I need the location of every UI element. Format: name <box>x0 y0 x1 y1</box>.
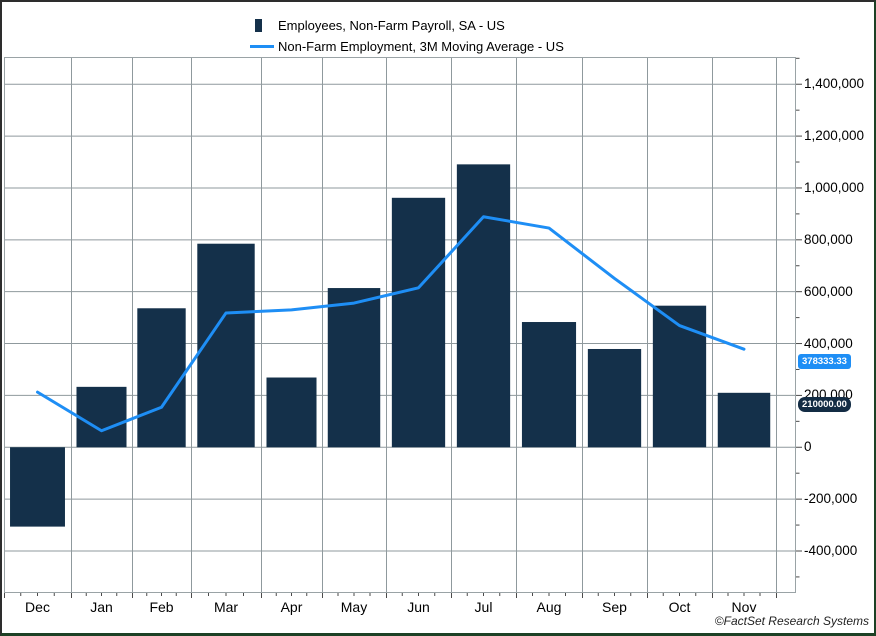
y-axis-label: 1,000,000 <box>804 179 865 195</box>
bar-oct <box>652 305 707 448</box>
chart-canvas <box>4 57 802 598</box>
chart-legend: Employees, Non-Farm Payroll, SA - US Non… <box>250 15 564 57</box>
bar-jan <box>76 386 127 448</box>
x-axis-label-jan: Jan <box>90 599 113 615</box>
bar-apr <box>266 377 317 448</box>
y-axis-label: 400,000 <box>804 335 853 351</box>
x-axis-label-sep: Sep <box>602 599 627 615</box>
x-axis-label-feb: Feb <box>149 599 174 615</box>
bar-jun <box>391 197 446 448</box>
x-axis-label-may: May <box>340 599 368 615</box>
moving-average-line <box>36 215 746 433</box>
x-axis-label-jun: Jun <box>407 599 430 615</box>
y-axis-label: 600,000 <box>804 283 853 299</box>
bar-may <box>327 288 381 448</box>
bar-jul <box>456 164 511 448</box>
legend-label-payroll: Employees, Non-Farm Payroll, SA - US <box>278 18 505 33</box>
legend-label-moving-average: Non-Farm Employment, 3M Moving Average -… <box>278 39 564 54</box>
y-axis-label: 0 <box>804 439 812 455</box>
bar-nov <box>717 392 771 448</box>
x-axis-label-aug: Aug <box>536 599 562 615</box>
plot-area <box>4 57 814 603</box>
x-axis-label-jul: Jul <box>474 599 493 615</box>
line-series-swatch-icon <box>250 45 276 48</box>
bar-sep <box>587 348 642 448</box>
x-axis-label-apr: Apr <box>280 599 303 615</box>
y-axis-label: 800,000 <box>804 231 853 247</box>
legend-item-moving-average: Non-Farm Employment, 3M Moving Average -… <box>250 36 564 57</box>
x-axis-label-oct: Oct <box>668 599 691 615</box>
bar-aug <box>521 322 577 448</box>
y-axis-label: -200,000 <box>804 491 858 507</box>
plot-frame <box>4 57 796 593</box>
y-axis-label: 1,400,000 <box>804 76 865 92</box>
y-axis-label: -400,000 <box>804 542 858 558</box>
y-axis-label: 1,200,000 <box>804 128 865 144</box>
x-axis-label-mar: Mar <box>213 599 239 615</box>
last-value-badge-moving-average: 378333.33 <box>798 353 851 369</box>
x-axis-label-dec: Dec <box>25 599 50 615</box>
bar-series-swatch-icon <box>250 19 276 32</box>
bar-mar <box>197 243 255 448</box>
bar-feb <box>137 308 186 448</box>
x-axis-label-nov: Nov <box>731 599 757 615</box>
legend-item-payroll: Employees, Non-Farm Payroll, SA - US <box>250 15 564 36</box>
bar-dec <box>10 447 65 527</box>
last-value-badge-payroll: 210000.00 <box>798 397 851 413</box>
factset-attribution: ©FactSet Research Systems <box>714 614 869 628</box>
